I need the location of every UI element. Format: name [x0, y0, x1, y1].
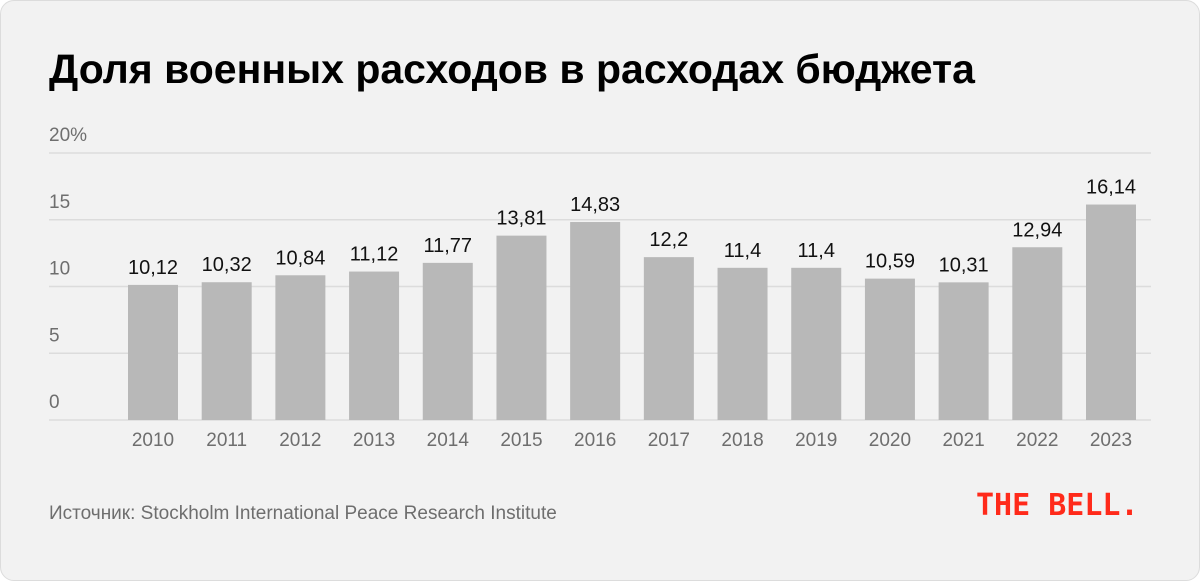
- bar-2014: [422, 262, 473, 420]
- bar-2010: [128, 284, 178, 420]
- value-label: 16,14: [1086, 177, 1136, 199]
- x-tick-label: 2016: [574, 430, 616, 451]
- x-tick-label: 2011: [206, 430, 247, 451]
- bar-2015: [496, 235, 547, 420]
- bars-layer: [128, 204, 1136, 420]
- bar-2018: [717, 267, 768, 420]
- x-tick-label: 2014: [427, 430, 470, 451]
- value-label: 11,4: [798, 240, 835, 262]
- bar-2022: [1012, 247, 1063, 420]
- value-label: 12,94: [1012, 219, 1062, 241]
- bar-2023: [1086, 204, 1136, 420]
- bar-2017: [643, 257, 694, 420]
- y-tick-label: 15: [49, 192, 70, 213]
- value-label: 11,12: [350, 244, 399, 266]
- x-tick-label: 2023: [1090, 430, 1132, 451]
- y-tick-label: 10: [49, 259, 70, 280]
- value-label: 10,31: [939, 254, 989, 276]
- value-label: 14,83: [570, 194, 620, 216]
- value-label: 12,2: [649, 229, 688, 251]
- y-tick-label: 0: [49, 392, 60, 413]
- x-tick-label: 2015: [500, 430, 542, 451]
- value-label: 11,77: [423, 235, 472, 257]
- x-tick-label: 2021: [942, 430, 984, 451]
- bar-2012: [275, 275, 326, 420]
- bar-2021: [938, 282, 989, 420]
- bar-2019: [791, 267, 842, 420]
- bar-2011: [201, 282, 252, 420]
- chart-title: Доля военных расходов в расходах бюджета: [49, 46, 975, 92]
- x-tick-label: 2010: [132, 430, 174, 451]
- bar-2016: [570, 222, 621, 420]
- the-bell-logo: THE BELL.: [976, 488, 1139, 523]
- value-label: 11,4: [724, 240, 761, 262]
- y-tick-label: 5: [49, 325, 60, 346]
- x-tick-label: 2013: [353, 430, 395, 451]
- value-label: 13,81: [496, 208, 546, 230]
- value-label: 10,12: [128, 257, 178, 279]
- x-tick-label: 2012: [279, 430, 321, 451]
- value-label: 10,59: [865, 251, 915, 273]
- source-note: Источник: Stockholm International Peace …: [49, 503, 557, 524]
- y-tick-label: 20%: [49, 125, 87, 146]
- x-tick-label: 2019: [795, 430, 837, 451]
- x-tick-label: 2017: [648, 430, 690, 451]
- bar-2020: [864, 278, 915, 420]
- value-label: 10,32: [202, 254, 252, 276]
- bar-2013: [349, 271, 400, 420]
- labels-layer: 10,12 2010 10,32 2011 10,84 2012 11,12 2013 11,7…: [128, 177, 1136, 451]
- x-tick-label: 2020: [869, 430, 911, 451]
- x-tick-label: 2022: [1016, 430, 1058, 451]
- value-label: 10,84: [275, 247, 325, 269]
- x-tick-label: 2018: [721, 430, 763, 451]
